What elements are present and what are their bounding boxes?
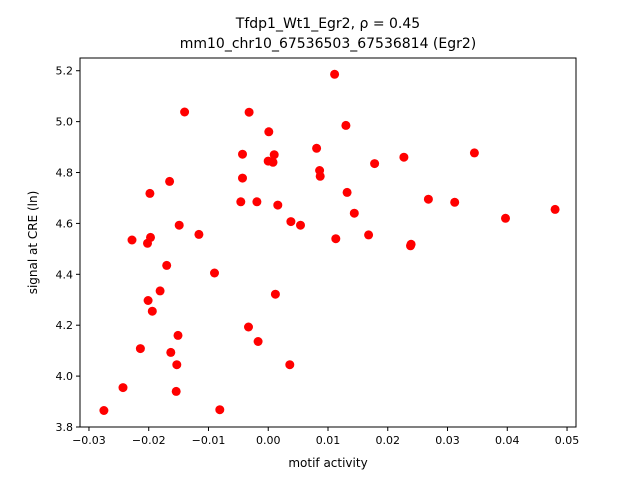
x-tick-label: 0.00 xyxy=(256,434,281,447)
x-tick-label: −0.01 xyxy=(192,434,226,447)
y-tick-label: 4.4 xyxy=(56,268,74,281)
y-tick-label: 4.6 xyxy=(56,217,74,230)
data-point xyxy=(501,213,510,223)
data-points xyxy=(99,69,560,415)
data-point xyxy=(269,150,279,160)
data-point xyxy=(349,208,359,218)
y-tick-label: 4.8 xyxy=(56,167,74,180)
data-point xyxy=(268,157,278,167)
data-point xyxy=(342,187,352,197)
data-point xyxy=(330,69,340,79)
data-point xyxy=(172,360,182,370)
data-point xyxy=(296,220,305,230)
data-point xyxy=(364,230,374,240)
data-point xyxy=(399,152,409,162)
x-tick-label: −0.02 xyxy=(132,434,166,447)
data-point xyxy=(238,149,247,159)
data-point xyxy=(273,200,283,210)
data-point xyxy=(450,197,460,207)
data-point xyxy=(135,344,145,354)
data-point xyxy=(194,229,204,239)
data-point xyxy=(270,289,280,299)
data-point xyxy=(244,322,253,332)
x-tick-label: 0.01 xyxy=(316,434,341,447)
data-point xyxy=(285,360,295,370)
data-point xyxy=(341,120,351,130)
data-point xyxy=(173,330,183,340)
data-point xyxy=(406,239,416,249)
x-tick-label: 0.04 xyxy=(495,434,520,447)
x-tick-label: 0.03 xyxy=(435,434,460,447)
data-point xyxy=(146,232,155,242)
data-point xyxy=(180,107,190,117)
data-point xyxy=(370,159,380,169)
data-point xyxy=(99,406,109,415)
data-point xyxy=(127,235,137,245)
data-point xyxy=(166,347,176,357)
x-axis-label: motif activity xyxy=(288,456,367,470)
data-point xyxy=(312,143,322,153)
data-point xyxy=(155,286,165,296)
y-tick-label: 4.0 xyxy=(56,370,74,383)
data-point xyxy=(210,268,219,278)
data-point xyxy=(147,306,157,316)
data-point xyxy=(315,171,325,181)
data-point xyxy=(550,204,560,214)
data-point xyxy=(236,197,246,207)
x-tick-label: −0.03 xyxy=(72,434,106,447)
data-point xyxy=(118,383,128,393)
data-point xyxy=(162,260,172,270)
chart-title-line2: mm10_chr10_67536503_67536814 (Egr2) xyxy=(180,36,477,52)
data-point xyxy=(331,234,341,244)
y-axis-label: signal at CRE (ln) xyxy=(26,191,40,295)
data-point xyxy=(286,217,296,227)
data-point xyxy=(174,220,184,230)
data-point xyxy=(244,107,254,117)
y-tick-label: 5.0 xyxy=(56,116,74,129)
data-point xyxy=(264,127,274,137)
data-point xyxy=(145,188,155,198)
x-axis-ticks: −0.03 −0.02 −0.01 0.00 0.01 0.02 0.03 0.04 0.05 xyxy=(72,427,579,447)
data-point xyxy=(171,386,181,396)
y-tick-label: 4.2 xyxy=(56,319,74,332)
data-point xyxy=(238,173,247,183)
chart-title-line1: Tfdp1_Wt1_Egr2, ρ = 0.45 xyxy=(235,16,420,32)
data-point xyxy=(423,194,433,204)
data-point xyxy=(215,405,225,415)
x-tick-label: 0.05 xyxy=(555,434,580,447)
plot-area-frame xyxy=(79,57,577,428)
data-point xyxy=(253,337,263,346)
data-point xyxy=(469,148,479,158)
data-point xyxy=(252,197,262,207)
data-point xyxy=(165,176,175,186)
y-tick-label: 3.8 xyxy=(56,421,74,434)
y-axis-ticks: 3.8 4.0 4.2 4.4 4.6 4.8 5.0 5.2 xyxy=(56,65,80,434)
y-tick-label: 5.2 xyxy=(56,65,74,78)
x-tick-label: 0.02 xyxy=(376,434,401,447)
data-point xyxy=(143,296,153,305)
